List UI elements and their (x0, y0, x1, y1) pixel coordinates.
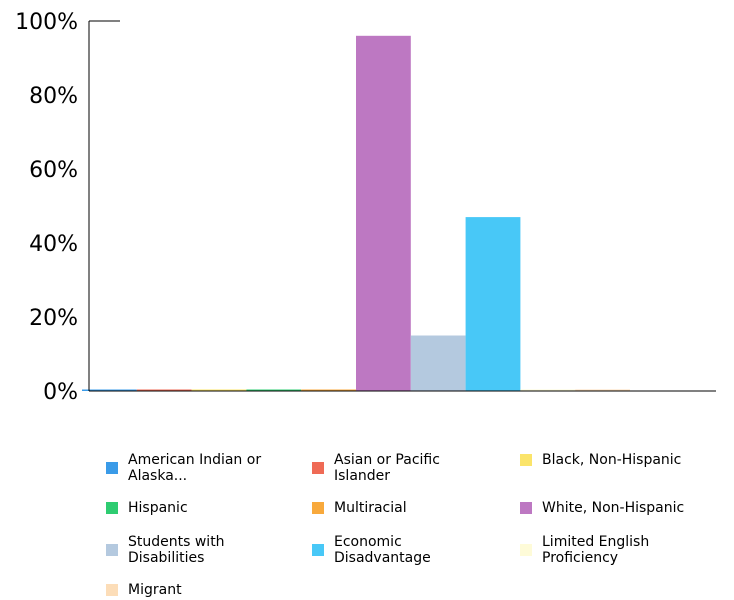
y-tick-label: 20% (29, 306, 78, 331)
legend-item[interactable]: Migrant (106, 582, 278, 598)
legend-swatch (520, 454, 532, 466)
legend-item[interactable]: Students with Disabilities (106, 534, 278, 566)
legend-item[interactable]: Black, Non-Hispanic (520, 452, 692, 468)
y-tick-label: 0% (43, 380, 78, 405)
legend-item[interactable]: Economic Disadvantage (312, 534, 484, 566)
legend-swatch (106, 502, 118, 514)
bar[interactable] (136, 389, 192, 392)
y-axis-ticks: 0% 20% 40% 60% 80% 100% (15, 10, 78, 405)
bar[interactable] (575, 389, 630, 392)
y-tick-label: 60% (29, 158, 78, 183)
legend-item[interactable]: Limited English Proficiency (520, 534, 692, 566)
legend-label: Asian or Pacific Islander (334, 452, 440, 484)
y-tick-label: 80% (29, 84, 78, 109)
bars (82, 35, 630, 392)
y-tick-label: 100% (15, 10, 78, 35)
legend-item[interactable]: Hispanic (106, 500, 278, 516)
bar[interactable] (410, 335, 466, 392)
legend-label: Migrant (128, 582, 182, 598)
legend-label: Hispanic (128, 500, 188, 516)
legend-swatch (106, 462, 118, 474)
y-tick-label: 40% (29, 232, 78, 257)
bar[interactable] (301, 389, 356, 392)
bar[interactable] (191, 389, 247, 392)
legend-label: Economic Disadvantage (334, 534, 431, 566)
axes (88, 20, 716, 392)
legend-swatch (106, 544, 118, 556)
legend-swatch (312, 544, 324, 556)
legend-label: Multiracial (334, 500, 407, 516)
bar[interactable] (82, 389, 137, 392)
bar-chart: 0% 20% 40% 60% 80% 100% (15, 10, 716, 405)
legend-item[interactable]: Asian or Pacific Islander (312, 452, 484, 484)
legend-label: White, Non-Hispanic (542, 500, 685, 516)
legend-label: American Indian or Alaska... (128, 452, 262, 484)
legend-label: Limited English Proficiency (542, 534, 650, 566)
bar[interactable] (465, 217, 521, 391)
legend-item[interactable]: American Indian or Alaska... (106, 452, 278, 484)
bar[interactable] (520, 389, 576, 392)
bar[interactable] (356, 35, 411, 392)
bar[interactable] (246, 389, 302, 392)
legend-label: Black, Non-Hispanic (542, 452, 682, 468)
legend-swatch (312, 502, 324, 514)
legend-swatch (520, 544, 532, 556)
legend-swatch (106, 584, 118, 596)
legend-item[interactable]: White, Non-Hispanic (520, 500, 692, 516)
legend-label: Students with Disabilities (128, 534, 225, 566)
legend-swatch (520, 502, 532, 514)
legend-item[interactable]: Multiracial (312, 500, 484, 516)
legend-swatch (312, 462, 324, 474)
